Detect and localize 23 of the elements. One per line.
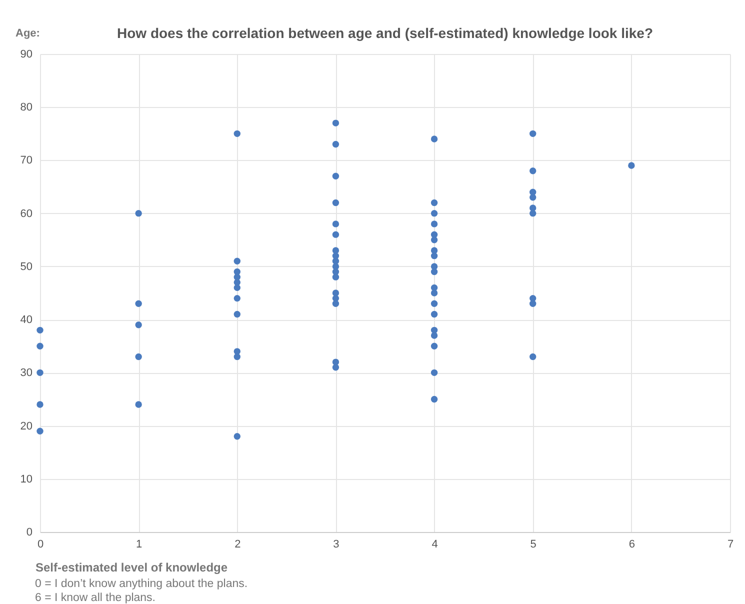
y-tick-label: 30: [20, 367, 32, 380]
x-tick-label: 5: [530, 538, 536, 550]
x-tick-label: 0: [37, 538, 44, 550]
y-tick-label: 70: [20, 154, 32, 167]
x-tick-label: 3: [333, 538, 340, 550]
y-tick-label: 40: [20, 314, 32, 326]
y-tick-label: 10: [20, 473, 32, 486]
x-tick-label: 6: [628, 538, 635, 550]
x-tick-label: 1: [136, 538, 142, 550]
text: 0 = I don’t know anything about the plans.: [35, 578, 248, 590]
chart-title: How does the correlation between age and (self-estimated) knowledge look like?: [117, 25, 653, 41]
text: 6 = I know all the plans.: [35, 592, 156, 604]
y-tick-label: 50: [20, 260, 32, 273]
y-tick-label: 0: [26, 526, 32, 538]
x-tick-label: 4: [432, 538, 438, 550]
y-axis-title: Age:: [16, 28, 40, 40]
y-tick-label: 90: [20, 48, 32, 60]
y-tick-label: 20: [20, 420, 32, 432]
y-tick-label: 80: [20, 102, 32, 114]
y-tick-label: 60: [20, 208, 32, 220]
x-tick-label: 7: [727, 538, 734, 550]
x-tick-label: 2: [234, 538, 241, 550]
x-axis-title: Self-estimated level of knowledge: [36, 560, 228, 574]
